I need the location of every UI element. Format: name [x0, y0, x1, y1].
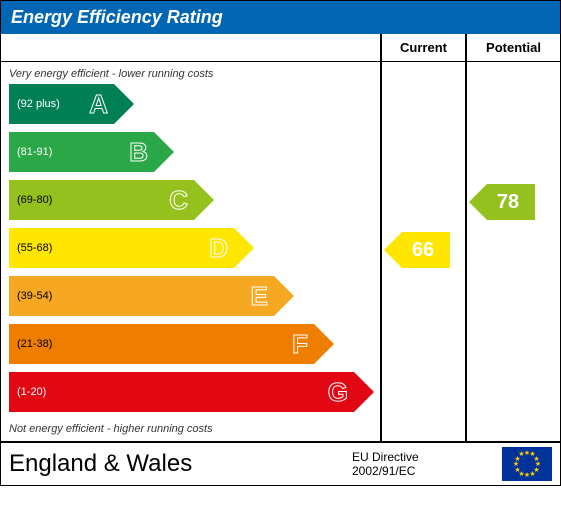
directive-line2: 2002/91/EC — [352, 464, 415, 478]
band-bar: (21-38) F — [9, 324, 314, 364]
band-e: (39-54) E — [9, 276, 380, 316]
annotation-efficient: Very energy efficient - lower running co… — [9, 68, 213, 80]
bands-panel: Very energy efficient - lower running co… — [1, 62, 381, 442]
band-arrowhead — [234, 228, 254, 268]
chart-grid: Current Potential Very energy efficient … — [1, 34, 560, 442]
band-letter: F — [292, 329, 308, 360]
band-arrowhead — [314, 324, 334, 364]
band-range: (69-80) — [17, 194, 52, 206]
col-potential-pointer: 78 — [469, 184, 535, 220]
header-current: Current — [381, 34, 466, 62]
band-letter: A — [89, 89, 108, 120]
eu-flag-icon: ★★★★★★★★★★★★ — [502, 447, 552, 481]
band-arrowhead — [114, 84, 134, 124]
band-bar: (92 plus) A — [9, 84, 114, 124]
band-range: (1-20) — [17, 386, 46, 398]
band-arrowhead — [194, 180, 214, 220]
band-bar: (39-54) E — [9, 276, 274, 316]
band-arrowhead — [354, 372, 374, 412]
header-potential: Potential — [466, 34, 561, 62]
annotation-inefficient: Not energy efficient - higher running co… — [9, 423, 213, 435]
pointer-value: 66 — [402, 232, 450, 268]
chart-title: Energy Efficiency Rating — [1, 1, 560, 34]
band-bar: (1-20) G — [9, 372, 354, 412]
band-range: (92 plus) — [17, 98, 60, 110]
pointer-tip — [384, 232, 402, 268]
band-b: (81-91) B — [9, 132, 380, 172]
band-letter: E — [251, 281, 268, 312]
pointer-tip — [469, 184, 487, 220]
col-current-pointer: 66 — [384, 232, 450, 268]
directive-text: EU Directive 2002/91/EC — [352, 450, 492, 479]
band-range: (21-38) — [17, 338, 52, 350]
potential-column: 78 — [466, 62, 561, 442]
band-arrowhead — [274, 276, 294, 316]
bands-wrap: (92 plus) A (81-91) B (69-80) C (55-68) D (39-54… — [9, 84, 380, 420]
band-bar: (69-80) C — [9, 180, 194, 220]
band-letter: D — [209, 233, 228, 264]
band-c: (69-80) C — [9, 180, 380, 220]
epc-chart: Energy Efficiency Rating Current Potenti… — [0, 0, 561, 486]
band-letter: B — [129, 137, 148, 168]
band-range: (39-54) — [17, 290, 52, 302]
footer: England & Wales EU Directive 2002/91/EC … — [1, 442, 560, 485]
eu-star: ★ — [529, 470, 535, 478]
current-column: 66 — [381, 62, 466, 442]
eu-star: ★ — [518, 450, 524, 458]
band-letter: C — [169, 185, 188, 216]
band-g: (1-20) G — [9, 372, 380, 412]
band-bar: (55-68) D — [9, 228, 234, 268]
directive-line1: EU Directive — [352, 450, 419, 464]
band-arrowhead — [154, 132, 174, 172]
band-range: (81-91) — [17, 146, 52, 158]
band-a: (92 plus) A — [9, 84, 380, 124]
band-f: (21-38) F — [9, 324, 380, 364]
band-range: (55-68) — [17, 242, 52, 254]
band-bar: (81-91) B — [9, 132, 154, 172]
eu-star: ★ — [524, 471, 530, 479]
pointer-value: 78 — [487, 184, 535, 220]
header-spacer — [1, 34, 381, 62]
band-letter: G — [328, 377, 348, 408]
band-d: (55-68) D — [9, 228, 380, 268]
region-label: England & Wales — [9, 450, 352, 478]
